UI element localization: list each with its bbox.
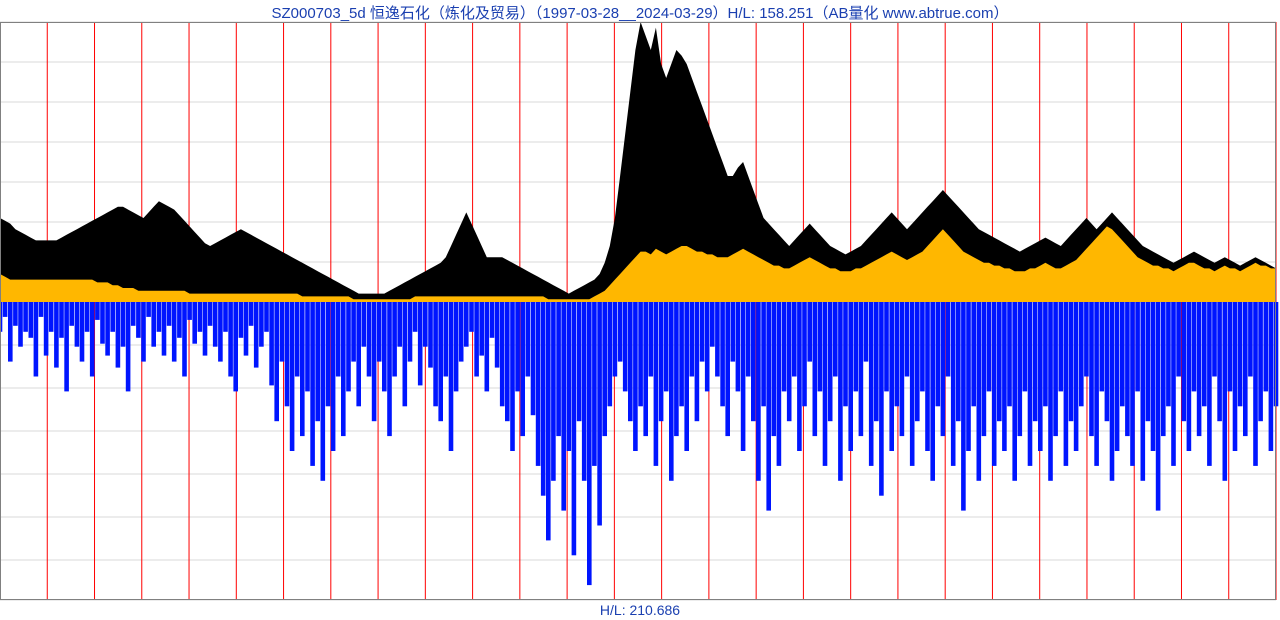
chart-footer-label: H/L: 210.686	[0, 602, 1280, 618]
chart-plot-area	[0, 0, 1280, 620]
stock-chart: SZ000703_5d 恒逸石化（炼化及贸易）（1997-03-28__2024…	[0, 0, 1280, 620]
chart-title: SZ000703_5d 恒逸石化（炼化及贸易）（1997-03-28__2024…	[0, 2, 1280, 23]
